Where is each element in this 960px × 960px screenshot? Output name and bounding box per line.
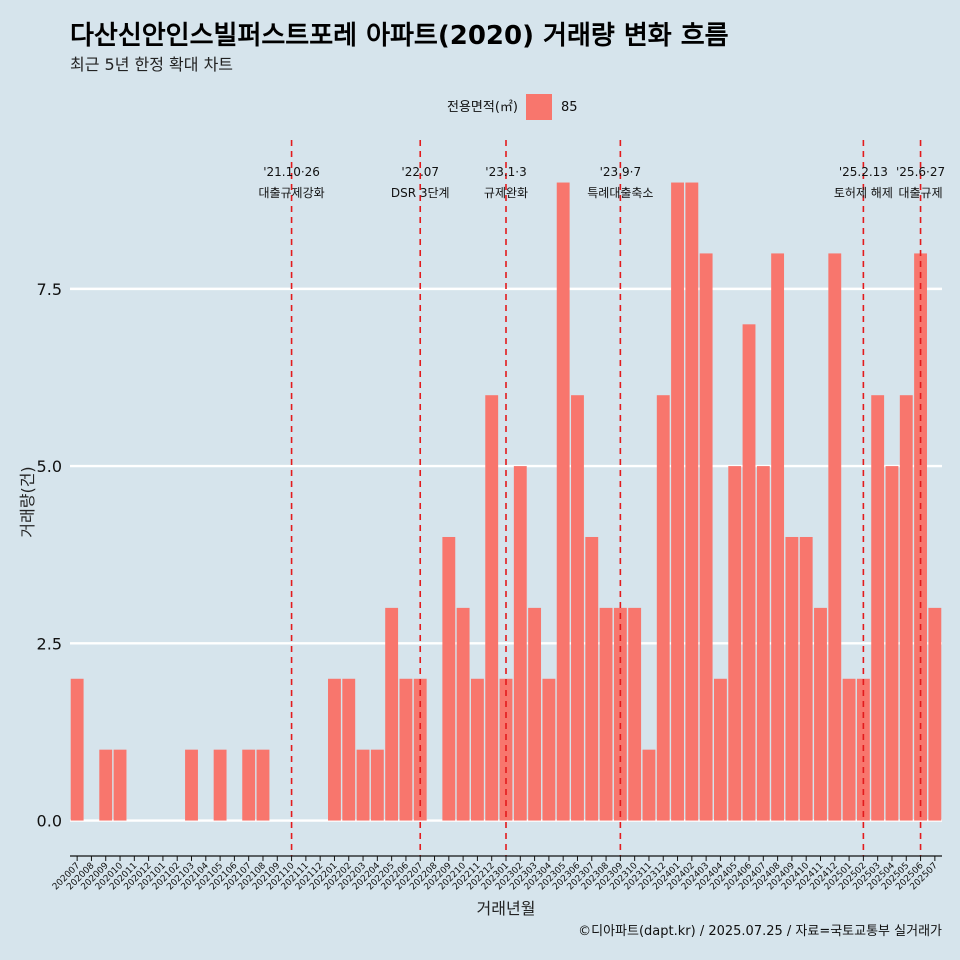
chart-title: 다산신안인스빌퍼스트포레 아파트(2020) 거래량 변화 흐름 [70, 21, 729, 51]
bar-202410 [799, 536, 813, 821]
legend-label: 85 [561, 100, 578, 115]
legend-swatch [526, 94, 552, 120]
event-label: 특례대출축소 [587, 186, 653, 200]
bar-202503 [871, 395, 885, 821]
bar-202303 [528, 607, 542, 821]
bar-202304 [542, 678, 556, 821]
event-label: 대출규제 [898, 186, 942, 200]
y-axis-title: 거래량(건) [18, 466, 37, 537]
chart-subtitle: 최근 5년 한정 확대 차트 [70, 55, 233, 74]
bar-202204 [370, 749, 384, 821]
bar-202501 [842, 678, 856, 821]
event-date: '23.9·7 [600, 165, 641, 179]
bar-202107 [242, 749, 256, 821]
bar-202009 [99, 749, 113, 821]
bar-202402 [685, 182, 699, 821]
y-tick-label: 5.0 [37, 457, 62, 476]
event-date: '22.07 [401, 165, 439, 179]
legend: 전용면적(㎡) 85 [447, 94, 578, 120]
bar-202307 [585, 536, 599, 821]
y-axis: 0.0 2.5 5.0 7.5 [37, 280, 62, 831]
event-lines: '21.10·26 대출규제강화 '22.07 DSR 3단계 '23.1·3 규제완화 '… [258, 140, 945, 856]
bar-202406 [742, 324, 756, 821]
bar-202206 [399, 678, 413, 821]
x-axis: 2020072020082020092020102020112020122021… [51, 855, 942, 892]
event-date: '25.2.13 [839, 165, 888, 179]
event-date: '25.6·27 [896, 165, 945, 179]
bar-202302 [513, 466, 527, 821]
bar-202311 [642, 749, 656, 821]
bar-202403 [699, 253, 713, 821]
bar-202203 [356, 749, 370, 821]
bar-202401 [671, 182, 684, 821]
event-label: 토허제 해제 [834, 186, 893, 200]
bar-202007 [70, 678, 84, 821]
bar-202205 [385, 607, 399, 821]
event-label: DSR 3단계 [391, 186, 450, 200]
legend-title: 전용면적(㎡) [447, 100, 518, 115]
bar-202103 [185, 749, 198, 821]
bar-202108 [256, 749, 270, 821]
bar-202407 [756, 466, 770, 821]
source-caption: ©디아파트(dapt.kr) / 2025.07.25 / 자료=국토교통부 실… [578, 924, 942, 939]
bar-202201 [328, 678, 341, 821]
bar-202411 [814, 607, 827, 821]
bar-202209 [442, 536, 456, 821]
y-tick-label: 2.5 [37, 634, 62, 653]
bar-202412 [828, 253, 842, 821]
bar-202308 [599, 607, 613, 821]
bar-202105 [213, 749, 227, 821]
bar-202305 [556, 182, 570, 821]
bar-202505 [899, 395, 913, 821]
event-date: '23.1·3 [485, 165, 526, 179]
x-axis-title: 거래년월 [477, 899, 536, 918]
bar-202212 [485, 395, 499, 821]
bar-202404 [713, 678, 727, 821]
bar-202504 [885, 466, 899, 821]
bars [70, 182, 942, 821]
bar-202409 [785, 536, 799, 821]
event-date: '21.10·26 [263, 165, 320, 179]
bar-202211 [470, 678, 484, 821]
event-label: 대출규제강화 [258, 186, 324, 200]
bar-202408 [771, 253, 785, 821]
bar-202310 [628, 607, 642, 821]
bar-202306 [571, 395, 584, 821]
bar-202210 [456, 607, 470, 821]
bar-202202 [342, 678, 356, 821]
bar-202312 [656, 395, 670, 821]
bar-202405 [728, 466, 742, 821]
bar-202010 [113, 749, 127, 821]
y-tick-label: 0.0 [37, 812, 62, 831]
event-label: 규제완화 [484, 186, 528, 200]
y-tick-label: 7.5 [37, 280, 62, 299]
bar-202507 [928, 607, 942, 821]
